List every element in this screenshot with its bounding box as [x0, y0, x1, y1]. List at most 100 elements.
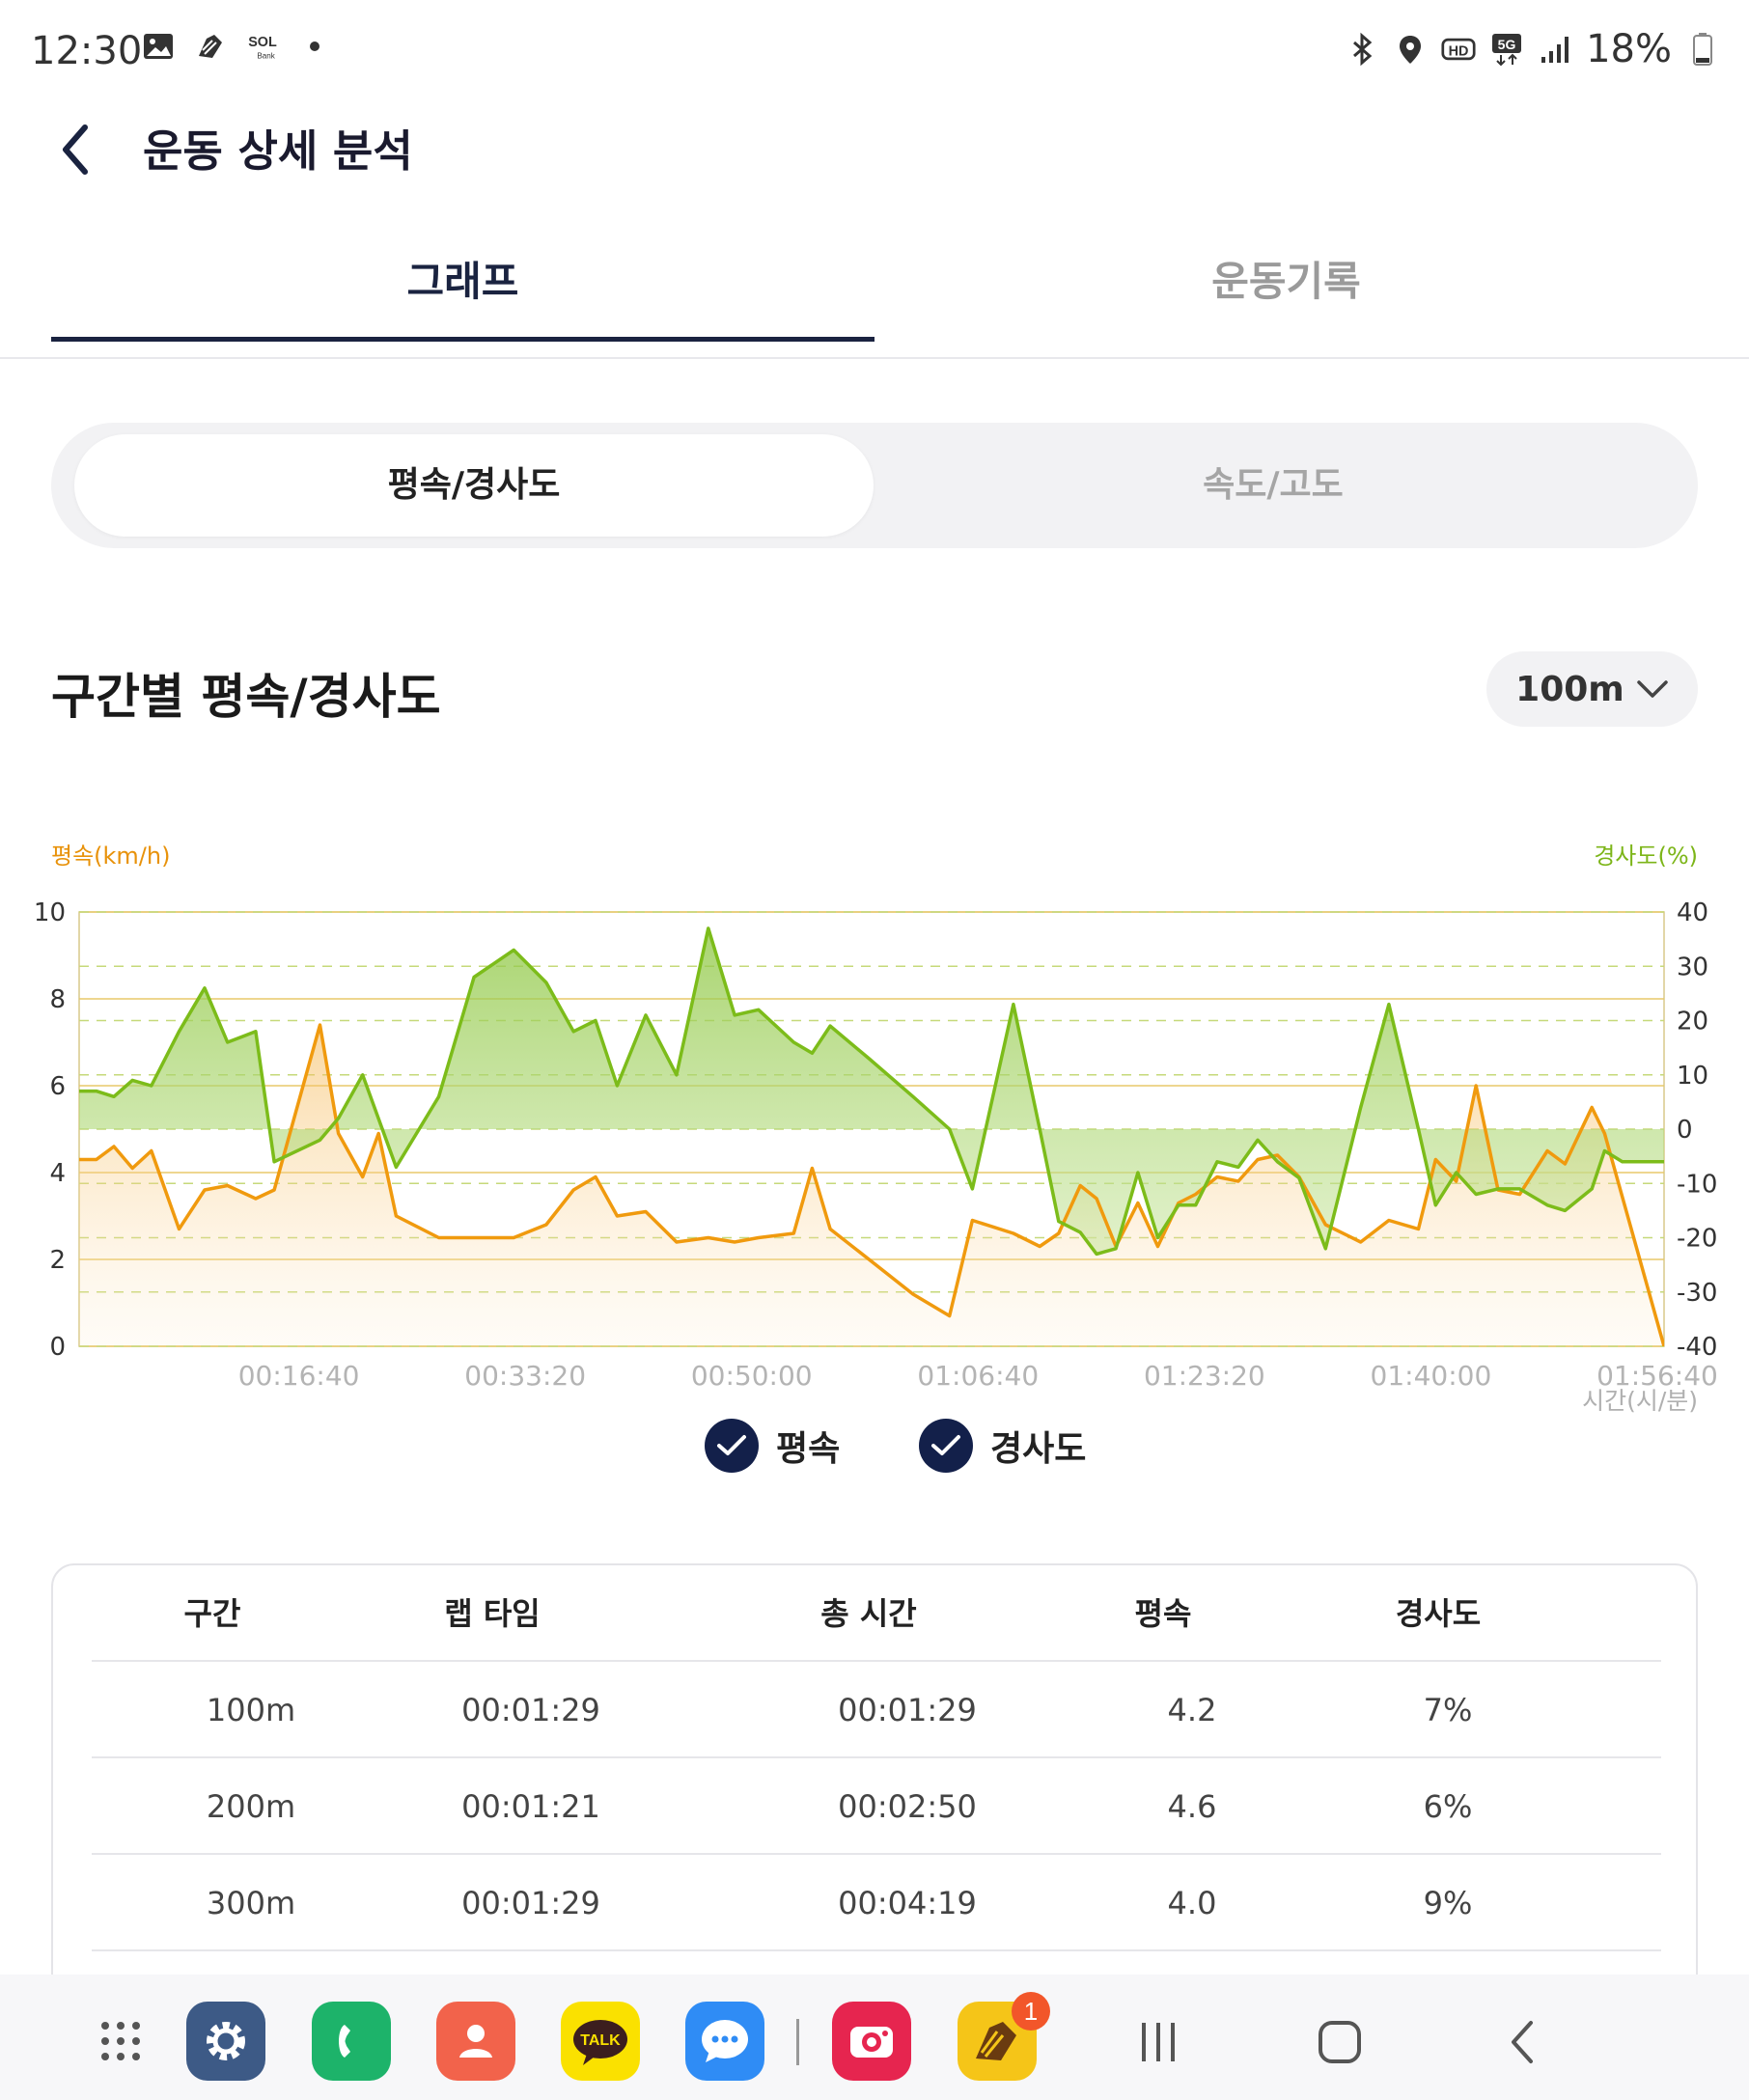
y-left-tick-label: 2	[49, 1246, 66, 1275]
messages-icon[interactable]	[685, 2002, 764, 2081]
header-lap-time: 랩 타임	[444, 1595, 541, 1632]
x-tick-label: 01:56:40	[1596, 1360, 1718, 1392]
tab-graph[interactable]: 그래프	[51, 241, 874, 342]
y-left-tick-label: 0	[49, 1333, 66, 1362]
y-right-tick-label: -10	[1677, 1170, 1717, 1199]
cell-slope: 7%	[1423, 1692, 1473, 1728]
header-slope: 경사도	[1395, 1595, 1482, 1632]
chevron-down-icon	[1637, 680, 1668, 698]
x-tick-label: 00:16:40	[238, 1360, 360, 1392]
y-right-tick-label: 0	[1677, 1116, 1693, 1145]
chart-lines	[79, 926, 1664, 1346]
cell-segment: 300m	[206, 1885, 296, 1921]
5g-icon: 5G	[1492, 34, 1522, 67]
y-axis-left-title: 평속(km/h)	[51, 843, 170, 870]
tab-workout-record[interactable]: 운동기록	[1211, 258, 1361, 305]
phone-icon[interactable]	[312, 2002, 391, 2081]
settings-icon[interactable]	[186, 2002, 265, 2081]
x-tick-label: 00:33:20	[464, 1360, 586, 1392]
recents-icon[interactable]	[1129, 2013, 1187, 2071]
running-app-icon	[199, 35, 222, 58]
segment-speed-slope[interactable]: 평속/경사도	[74, 434, 874, 537]
x-tick-label: 00:50:00	[691, 1360, 813, 1392]
cell-segment: 200m	[206, 1788, 296, 1825]
cell-slope: 6%	[1423, 1788, 1473, 1825]
battery-icon	[1693, 33, 1712, 66]
distance-dropdown-value: 100m	[1515, 669, 1624, 709]
page-title: 운동 상세 분석	[143, 125, 413, 177]
header-total-time: 총 시간	[820, 1595, 917, 1632]
kakaotalk-label: TALK	[580, 2032, 621, 2049]
svg-text:HD: HD	[1449, 43, 1469, 59]
y-right-tick-label: 10	[1677, 1062, 1708, 1091]
segment-speed-altitude[interactable]: 속도/고도	[1203, 465, 1344, 505]
status-time: 12:30	[31, 29, 143, 73]
running-shoe-icon[interactable]: 1	[958, 1992, 1050, 2081]
nav-divider	[796, 2019, 799, 2065]
apps-grid-icon[interactable]	[81, 2002, 160, 2081]
x-tick-label: 01:40:00	[1371, 1360, 1492, 1392]
y-axis-right-title: 경사도(%)	[1594, 843, 1698, 870]
notification-badge: 1	[1012, 1992, 1050, 2031]
bluetooth-icon	[1353, 32, 1373, 67]
y-left-tick-label: 4	[49, 1159, 66, 1188]
header-segment: 구간	[183, 1595, 241, 1632]
cell-lap-time: 00:01:21	[461, 1788, 600, 1825]
chart-type-segment: 평속/경사도 속도/고도	[51, 423, 1698, 548]
y-left-tick-label: 6	[49, 1072, 66, 1101]
cell-lap-time: 00:01:29	[461, 1885, 600, 1921]
y-right-tick-label: 30	[1677, 953, 1708, 981]
cell-segment: 100m	[206, 1692, 296, 1728]
table-row: 100m 00:01:29 00:01:29 4.2 7%	[92, 1662, 1661, 1758]
status-right-icons: HD 5G 18%	[1345, 27, 1720, 71]
cell-total-time: 00:04:19	[838, 1885, 977, 1921]
legend-speed[interactable]: 평속	[705, 1419, 840, 1473]
legend-speed-label: 평속	[776, 1429, 841, 1469]
speed-slope-chart: 평속(km/h) 경사도(%) 1086420403020100-10-20-3…	[34, 843, 1718, 1415]
cell-slope: 9%	[1423, 1885, 1473, 1921]
cell-avg-speed: 4.2	[1167, 1692, 1217, 1728]
main-tabs: 그래프 운동기록	[0, 241, 1749, 359]
cell-total-time: 00:01:29	[838, 1692, 977, 1728]
signal-icon	[1541, 37, 1569, 63]
y-right-tick-label: 20	[1677, 1008, 1708, 1036]
home-icon[interactable]	[1311, 2013, 1369, 2071]
x-tick-label: 01:23:20	[1144, 1360, 1265, 1392]
back-arrow-icon[interactable]	[54, 116, 102, 183]
kakaotalk-icon[interactable]: TALK	[561, 2002, 640, 2081]
table-row: 300m 00:01:29 00:04:19 4.0 9%	[92, 1855, 1661, 1951]
svg-text:Bank: Bank	[257, 52, 275, 61]
legend-slope[interactable]: 경사도	[919, 1419, 1086, 1473]
chart-areas	[79, 927, 1664, 1346]
svg-text:SOL: SOL	[248, 35, 277, 50]
shinhan-sol-bank-icon: SOL Bank	[248, 35, 277, 61]
cell-lap-time: 00:01:29	[461, 1692, 600, 1728]
location-icon	[1400, 36, 1422, 64]
back-nav-icon[interactable]	[1494, 2013, 1552, 2071]
table-header-row: 구간 랩 타임 총 시간 평속 경사도	[92, 1565, 1661, 1662]
contacts-icon[interactable]	[436, 2002, 515, 2081]
table-row: 200m 00:01:21 00:02:50 4.6 6%	[92, 1758, 1661, 1855]
y-right-tick-label: -40	[1677, 1333, 1717, 1362]
speed-line	[79, 1023, 1664, 1346]
cell-total-time: 00:02:50	[838, 1788, 977, 1825]
cell-avg-speed: 4.6	[1167, 1788, 1217, 1825]
hd-voice-icon: HD	[1441, 38, 1476, 61]
status-left-icons: SOL Bank	[141, 29, 332, 64]
legend-slope-label: 경사도	[990, 1429, 1087, 1469]
dot-icon	[310, 41, 319, 51]
app-header: 운동 상세 분석	[0, 100, 1749, 226]
section-title: 구간별 평속/경사도	[51, 669, 441, 725]
checkbox-checked-icon	[919, 1419, 973, 1473]
y-right-tick-label: -30	[1677, 1279, 1717, 1308]
speed-area	[79, 1025, 1664, 1346]
camera-icon[interactable]	[832, 2002, 911, 2081]
cell-avg-speed: 4.0	[1167, 1885, 1217, 1921]
y-right-tick-label: 40	[1677, 898, 1708, 927]
gallery-icon	[144, 34, 173, 59]
distance-dropdown[interactable]: 100m	[1486, 651, 1698, 727]
status-bar: 12:30 SOL Bank HD 5G 18%	[0, 0, 1749, 100]
x-tick-label: 01:06:40	[917, 1360, 1039, 1392]
x-axis-title: 시간(시/분)	[1582, 1387, 1698, 1415]
slope-area	[79, 927, 1664, 1255]
